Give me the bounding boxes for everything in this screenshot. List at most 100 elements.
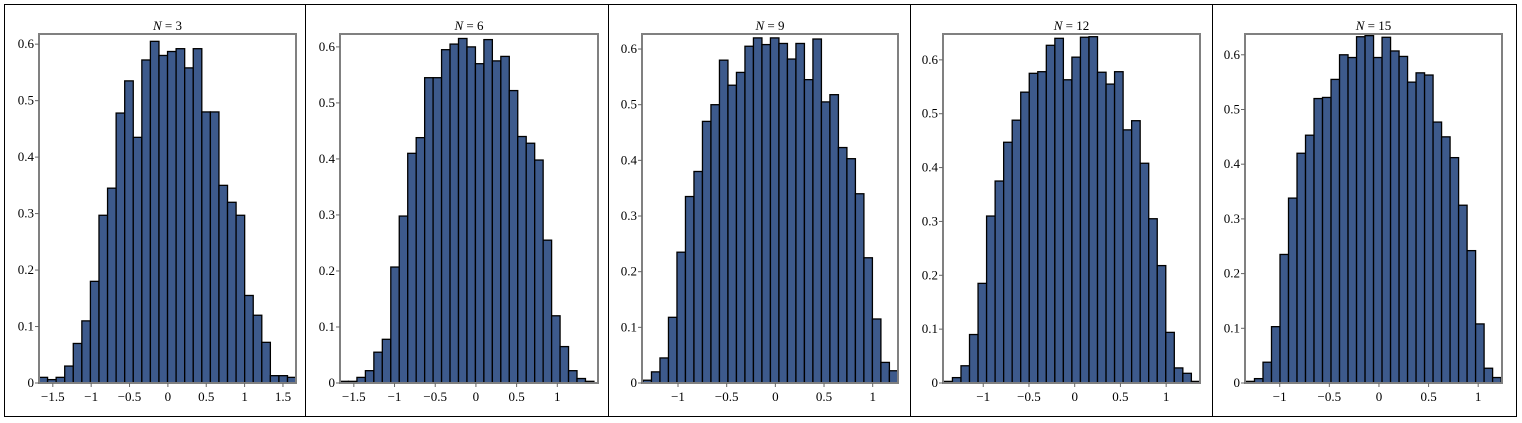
histogram-bar (64, 365, 74, 384)
histogram-bar (727, 84, 738, 384)
y-tick-label: 0 (329, 375, 336, 390)
title-variable: N (152, 18, 163, 33)
histogram-bar (1483, 367, 1494, 384)
x-tick-label: 0 (473, 389, 480, 404)
histogram-bar (1011, 119, 1022, 384)
histogram-bar (854, 193, 865, 384)
histogram-bar (880, 361, 891, 384)
y-tick-label: 0 (932, 375, 939, 390)
x-tick-label: 0.5 (1112, 389, 1128, 404)
histogram-bar (761, 43, 772, 384)
histogram-bar (1130, 120, 1141, 384)
y-tick-label: 0.4 (922, 160, 939, 175)
x-tick-label: 0 (1071, 389, 1078, 404)
histogram-bar (820, 101, 831, 384)
title-variable: N (1053, 18, 1064, 33)
y-tick-label: 0.5 (1224, 101, 1240, 116)
histogram-bar (1381, 36, 1392, 384)
histogram-bar (829, 94, 840, 384)
histogram-bar (483, 38, 494, 384)
histogram-bar (1432, 121, 1443, 384)
histogram-bar (1148, 218, 1158, 384)
x-tick-label: −1 (388, 389, 402, 404)
histogram-bar (977, 282, 988, 384)
x-tick-label: −0.5 (1017, 389, 1041, 404)
x-tick-label: 1 (241, 389, 248, 404)
histogram-bar (149, 40, 160, 384)
y-tick-label: 0.6 (922, 52, 939, 67)
histogram-bar (567, 370, 578, 384)
histogram-bar (1113, 71, 1124, 384)
y-tick-label: 0.5 (621, 97, 637, 112)
histogram-bar (457, 37, 468, 384)
y-tick-label: 0.3 (621, 208, 637, 223)
histogram-bar (440, 49, 451, 384)
histogram-bar (398, 215, 409, 384)
histogram-bar (226, 201, 237, 384)
x-tick-label: 1 (1475, 389, 1482, 404)
x-tick-label: −1.5 (41, 389, 65, 404)
x-tick-label: −1 (84, 389, 98, 404)
histogram-bar (1304, 134, 1315, 384)
histogram-bar (415, 136, 426, 384)
histogram-bar (837, 146, 848, 384)
histogram-bar (846, 158, 857, 384)
histogram-bar (1321, 96, 1332, 384)
histogram-bar (1457, 204, 1468, 384)
histogram-bar (1088, 36, 1099, 384)
title-value: = 3 (162, 18, 182, 33)
histogram-bar (693, 170, 704, 384)
histogram-bar (184, 67, 194, 384)
y-tick-label: 0.4 (18, 149, 35, 164)
histogram-bar (449, 43, 460, 384)
panel-title: N = 6 (453, 18, 484, 33)
histogram-bar (1287, 197, 1298, 384)
histogram-bar (1389, 50, 1400, 384)
histogram-bar (72, 342, 83, 384)
y-tick-label: 0.4 (319, 151, 336, 166)
histogram-bar (115, 112, 126, 384)
histogram-bar (1037, 71, 1047, 384)
histogram-bar (1364, 34, 1375, 384)
y-tick-label: 0.1 (621, 319, 637, 334)
histogram-bar (718, 59, 729, 384)
histogram-bar (786, 58, 797, 384)
title-value: = 6 (463, 18, 484, 33)
y-tick-label: 0.1 (319, 319, 335, 334)
histogram-bar (278, 375, 289, 384)
x-tick-label: −1 (1273, 389, 1287, 404)
histogram-bar (491, 60, 502, 384)
histogram-bar (1347, 56, 1358, 384)
histogram-bar (710, 104, 721, 384)
histogram-bar (132, 136, 143, 384)
y-tick-label: 0.2 (1224, 266, 1240, 281)
histogram-bar (1406, 81, 1417, 384)
y-tick-label: 0 (1234, 375, 1241, 390)
y-tick-label: 0.1 (1224, 320, 1240, 335)
x-tick-label: 1 (1163, 389, 1170, 404)
y-tick-label: 0.3 (922, 213, 938, 228)
histogram-bar (994, 180, 1005, 384)
plot-frame (1244, 33, 1503, 384)
histogram-bar (752, 37, 763, 384)
histogram-bar (201, 111, 212, 384)
title-value: = 12 (1062, 18, 1089, 33)
x-tick-label: −0.5 (1318, 389, 1342, 404)
histogram-bar (192, 48, 203, 384)
histogram-bar (659, 357, 670, 384)
y-tick-label: 0.6 (1224, 47, 1241, 62)
histogram-bar (158, 54, 169, 384)
histogram-bar (141, 59, 152, 384)
histogram-bar (1398, 55, 1409, 384)
histogram-bar (1355, 36, 1366, 384)
histogram-bar (1062, 79, 1073, 384)
histogram-bar (517, 135, 527, 384)
histogram-bar (261, 341, 272, 384)
y-tick-label: 0.1 (18, 319, 34, 334)
y-tick-label: 0.3 (1224, 211, 1240, 226)
histogram-bar (1071, 56, 1082, 384)
histogram-panel: −1 −0.5 0 0.5 1 0 0.1 0.2 0.3 0.4 0.5 0.6 N = 9 (621, 18, 899, 404)
histogram-bar (871, 318, 882, 384)
histogram-bar (466, 46, 477, 384)
histogram-bar (390, 266, 400, 384)
